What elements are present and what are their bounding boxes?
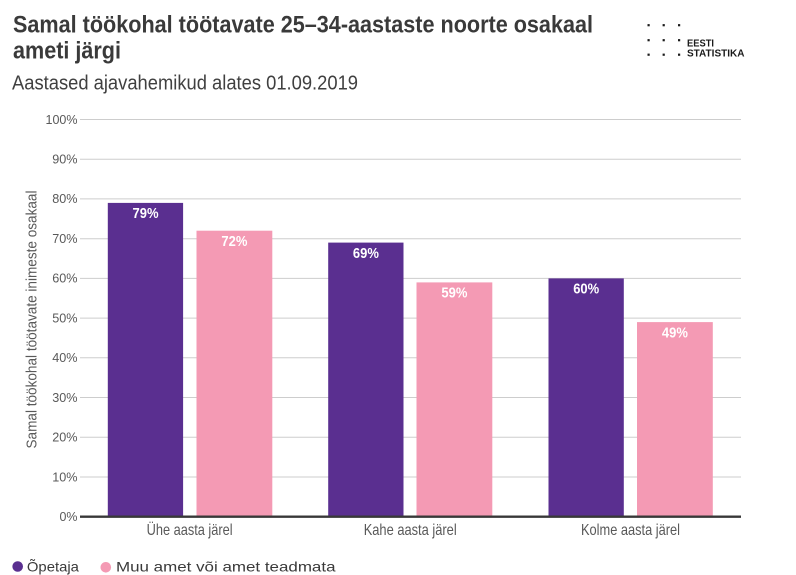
- svg-text:Samal töökohal töötavate 25–34: Samal töökohal töötavate 25–34-aastaste …: [13, 12, 593, 39]
- svg-text:STATISTIKA: STATISTIKA: [687, 48, 745, 59]
- svg-text:Kolme aasta järel: Kolme aasta järel: [581, 522, 680, 539]
- svg-text:10%: 10%: [52, 469, 78, 484]
- svg-text:69%: 69%: [353, 246, 379, 262]
- svg-text:0%: 0%: [60, 509, 78, 524]
- svg-text:30%: 30%: [52, 390, 78, 405]
- svg-text:70%: 70%: [52, 231, 78, 246]
- svg-text:Õpetaja: Õpetaja: [27, 558, 79, 574]
- svg-text:60%: 60%: [52, 271, 78, 286]
- svg-text:Samal töökohal töötavate inime: Samal töökohal töötavate inimeste osakaa…: [24, 191, 41, 449]
- svg-text:72%: 72%: [221, 234, 247, 250]
- svg-text:49%: 49%: [662, 325, 688, 341]
- svg-text:20%: 20%: [52, 430, 78, 445]
- svg-text:Aastased ajavahemikud alates 0: Aastased ajavahemikud alates 01.09.2019: [12, 72, 358, 94]
- svg-text:Muu amet või amet teadmata: Muu amet või amet teadmata: [116, 558, 336, 574]
- svg-text:90%: 90%: [52, 152, 78, 167]
- svg-text:50%: 50%: [52, 310, 78, 325]
- svg-text:ameti järgi: ameti järgi: [13, 38, 121, 65]
- svg-text:79%: 79%: [133, 206, 159, 222]
- svg-text:Ühe aasta järel: Ühe aasta järel: [147, 521, 233, 539]
- svg-text:Kahe aasta järel: Kahe aasta järel: [364, 522, 457, 539]
- svg-text:80%: 80%: [52, 191, 78, 206]
- svg-text:59%: 59%: [441, 286, 467, 302]
- svg-text:40%: 40%: [52, 350, 78, 365]
- svg-text:100%: 100%: [46, 112, 78, 127]
- svg-text:60%: 60%: [573, 282, 599, 298]
- svg-text:EESTI: EESTI: [687, 38, 714, 49]
